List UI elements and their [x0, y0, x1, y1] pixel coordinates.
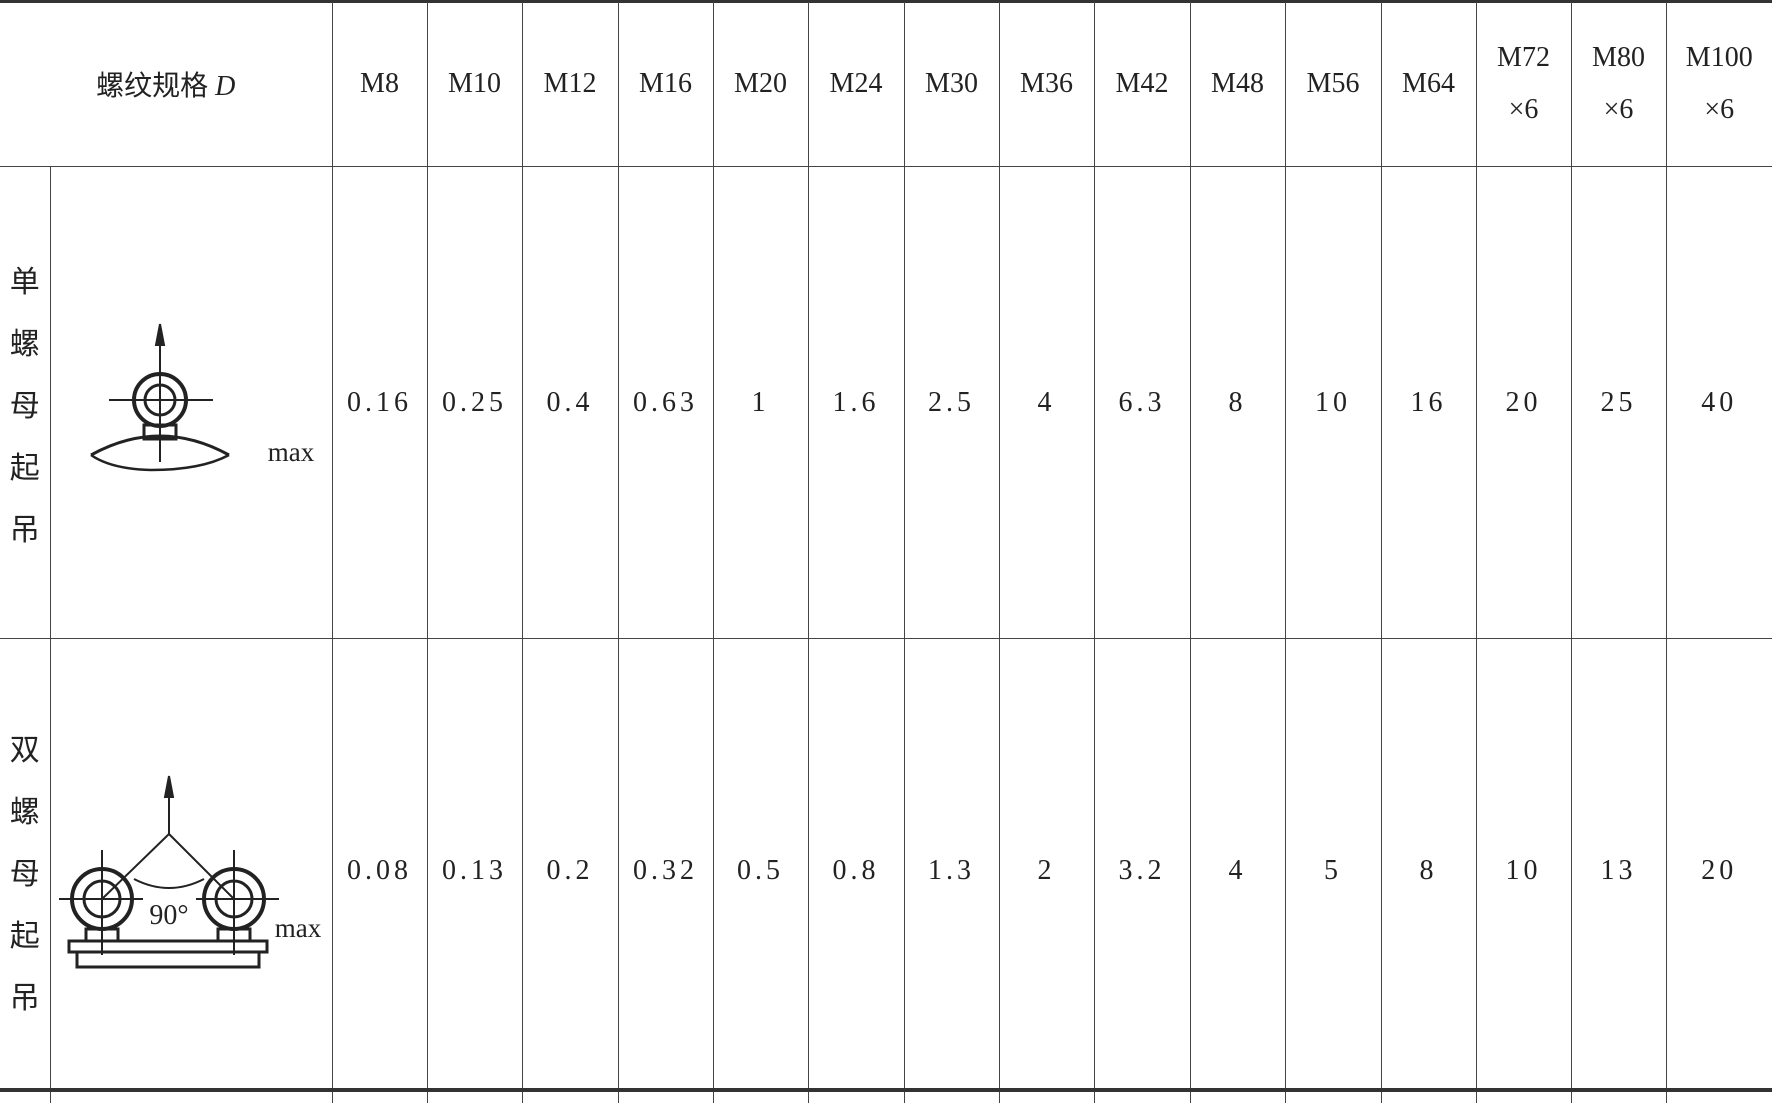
load-value: 0.63: [618, 167, 713, 639]
size-header: M20: [713, 2, 808, 167]
double-eyebolt-icon: 90° max: [51, 639, 333, 1095]
size-header: M16: [618, 2, 713, 167]
row-label-char: 母: [10, 381, 40, 425]
load-value: 0.4: [522, 167, 618, 639]
size-header: M12: [522, 2, 618, 167]
row-label-char: 母: [10, 849, 40, 893]
load-value: 5: [1285, 639, 1381, 1103]
size-header: M72 ×6: [1476, 2, 1571, 167]
row-label-char: 单: [10, 257, 40, 301]
load-value: 1.3: [904, 639, 999, 1103]
size-label: M42: [1116, 68, 1169, 99]
size-pitch: ×6: [1604, 94, 1634, 125]
size-label: M48: [1211, 68, 1264, 99]
thread-spec-label: 螺纹规格: [96, 71, 208, 102]
size-label: M10: [448, 68, 501, 99]
row-label-char: 双: [10, 725, 40, 769]
size-header: M42: [1094, 2, 1190, 167]
size-label: M36: [1020, 68, 1073, 99]
size-header: M24: [808, 2, 904, 167]
header-row: 螺纹规格 D M8 M10 M12 M16 M20 M24 M30 M36 M4…: [0, 2, 1772, 167]
size-label: M80: [1592, 42, 1645, 73]
thread-spec-header: 螺纹规格 D: [0, 2, 332, 167]
double-eyebolt-figure: 90° max: [50, 639, 332, 1103]
size-pitch: ×6: [1704, 94, 1734, 125]
load-value: 0.08: [332, 639, 427, 1103]
size-label: M16: [639, 68, 692, 99]
size-header: M100 ×6: [1666, 2, 1772, 167]
size-header: M36: [999, 2, 1094, 167]
single-eyebolt-figure: max: [50, 167, 332, 639]
double-nut-row: 双 螺 母 起 吊 90° max 0.08 0.13 0.2 0.32 0.5…: [0, 639, 1772, 1103]
load-value: 25: [1571, 167, 1666, 639]
size-header: M10: [427, 2, 522, 167]
size-label: M8: [360, 68, 399, 99]
size-label: M72: [1497, 42, 1550, 73]
load-value: 0.32: [618, 639, 713, 1103]
load-value: 0.8: [808, 639, 904, 1103]
row-label-char: 吊: [10, 505, 40, 549]
size-header: M8: [332, 2, 427, 167]
load-value: 8: [1381, 639, 1476, 1103]
load-value: 8: [1190, 167, 1285, 639]
size-label: M30: [925, 68, 978, 99]
load-value: 13: [1571, 639, 1666, 1103]
single-eyebolt-icon: max: [51, 167, 333, 630]
row-label: 双 螺 母 起 吊: [0, 639, 50, 1103]
row-label: 单 螺 母 起 吊: [0, 167, 50, 639]
row-label-char: 螺: [10, 319, 40, 363]
load-value: 1: [713, 167, 808, 639]
size-pitch: ×6: [1509, 94, 1539, 125]
row-label-char: 吊: [10, 973, 40, 1017]
load-value: 20: [1666, 639, 1772, 1103]
table-bottom-rule: [0, 1088, 1772, 1092]
load-value: 0.16: [332, 167, 427, 639]
load-value: 20: [1476, 167, 1571, 639]
single-nut-row: 单 螺 母 起 吊 max 0.16 0.25 0.4 0.63 1 1.6 2…: [0, 167, 1772, 639]
size-label: M20: [734, 68, 787, 99]
row-label-char: 起: [10, 443, 40, 487]
load-value: 6.3: [1094, 167, 1190, 639]
load-value: 0.2: [522, 639, 618, 1103]
load-value: 0.5: [713, 639, 808, 1103]
row-label-char: 螺: [10, 787, 40, 831]
size-header: M64: [1381, 2, 1476, 167]
load-value: 16: [1381, 167, 1476, 639]
size-label: M12: [544, 68, 597, 99]
angle-label: 90°: [149, 900, 188, 931]
load-value: 2: [999, 639, 1094, 1103]
load-value: 10: [1476, 639, 1571, 1103]
max-label: max: [267, 437, 314, 467]
load-value: 2.5: [904, 167, 999, 639]
load-value: 4: [999, 167, 1094, 639]
load-value: 40: [1666, 167, 1772, 639]
size-label: M24: [830, 68, 883, 99]
load-value: 0.25: [427, 167, 522, 639]
size-header: M48: [1190, 2, 1285, 167]
row-label-char: 起: [10, 911, 40, 955]
max-label: max: [274, 913, 321, 943]
load-value: 1.6: [808, 167, 904, 639]
size-header: M56: [1285, 2, 1381, 167]
size-label: M100: [1686, 42, 1753, 73]
load-value: 0.13: [427, 639, 522, 1103]
load-value: 10: [1285, 167, 1381, 639]
load-value: 3.2: [1094, 639, 1190, 1103]
size-label: M56: [1307, 68, 1360, 99]
load-value: 4: [1190, 639, 1285, 1103]
size-label: M64: [1402, 68, 1455, 99]
size-header: M80 ×6: [1571, 2, 1666, 167]
thread-spec-variable: D: [215, 71, 235, 102]
size-header: M30: [904, 2, 999, 167]
